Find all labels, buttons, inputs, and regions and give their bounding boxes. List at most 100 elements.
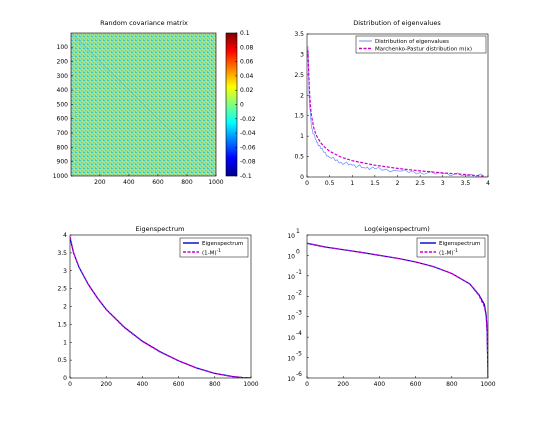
p3-y-tick-label: 0 (63, 375, 67, 382)
p2-y-tick-label: 1.5 (294, 113, 304, 120)
p2-x-tick-label: 0.5 (325, 180, 335, 187)
p4-y-tick-label: 10 (287, 233, 295, 240)
p3-y-tick-label: 2 (63, 304, 67, 311)
heatmap-y-ticks: 100 200 300 400 500 600 700 800 900 1000 (53, 44, 73, 180)
heatmap-x-tick-label: 400 (123, 179, 135, 186)
p4-x-tick-label: 0 (305, 381, 309, 388)
eigenspectrum-panel: Eigenspectrum 0 200 400 600 800 1000 0 0.5 1 1.5… (57, 225, 258, 388)
p3-x-tick-label: 600 (173, 381, 185, 388)
p4-x-tick-label: 800 (446, 381, 458, 388)
p2-y-tick-label: 3.5 (294, 31, 304, 38)
p2-y-tick-label: 2 (300, 92, 304, 99)
p4-x-tick-label: 1000 (480, 381, 495, 388)
log-eigenspectrum-panel: Log(eigenspectrum) 0 200 400 600 800 1000 101… (287, 225, 495, 388)
p4-y-tick-label: 10 (287, 335, 295, 342)
panel-4-legend: Eigenspectrum (1-M)-1 (416, 237, 486, 258)
panel-3-axes (69, 234, 252, 379)
p4-y-tick-exponent: 0 (296, 248, 300, 255)
covariance-heatmap-panel: Random covariance matrix 200 400 600 800 100… (53, 19, 256, 186)
heatmap-y-tick-label: 500 (57, 101, 69, 108)
colorbar-tick-label: -0.02 (240, 116, 256, 123)
colorbar-tick-label: 0.08 (240, 44, 254, 51)
colorbar-tick-label: -0.1 (240, 173, 252, 180)
p2-x-tick-label: 4 (486, 180, 490, 187)
panel-3-series (70, 236, 251, 378)
heatmap-y-tick-label: 700 (57, 130, 69, 137)
legend-label-distribution: Distribution of eigenvalues (375, 39, 449, 45)
p2-y-tick-label: 0.5 (294, 154, 304, 161)
legend-label-marchenko: Marchenko-Pastur distribution m(x) (375, 47, 472, 53)
p2-x-tick-label: 2 (396, 180, 400, 187)
colorbar-tick-label: -0.08 (240, 159, 256, 166)
p4-y-tick-exponent: -3 (296, 310, 302, 317)
panel-4-title: Log(eigenspectrum) (364, 225, 430, 233)
heatmap-y-tick-label: 200 (57, 58, 69, 65)
p3-x-tick-label: 0 (68, 381, 72, 388)
heatmap-x-tick-label: 1000 (208, 179, 223, 186)
heatmap-y-tick-label: 300 (57, 73, 69, 80)
p4-series-1-line (307, 242, 488, 372)
p4-y-tick-label: 10 (287, 315, 295, 322)
p4-y-tick-label: 10 (287, 274, 295, 281)
heatmap-x-tick-label: 200 (94, 179, 106, 186)
p2-x-tick-label: 1.5 (370, 180, 380, 187)
p4-y-tick-exponent: -4 (296, 330, 302, 337)
p4-y-tick-label: 10 (287, 376, 295, 383)
p3-series-1-line (70, 236, 251, 378)
p4-y-tick-exponent: -6 (296, 371, 302, 378)
p4-y-tick-label: 10 (287, 253, 295, 260)
p3-y-tick-label: 4 (63, 232, 67, 239)
p2-y-tick-label: 3 (300, 51, 304, 58)
colorbar-tick-label: -0.04 (240, 130, 256, 137)
legend-label-inverse: (1-M)-1 (202, 248, 221, 257)
p3-y-tick-label: 2.5 (57, 286, 67, 293)
panel-4-series (307, 242, 488, 378)
panel-2-y-ticks: 0 0.5 1 1.5 2 2.5 3 3.5 (294, 31, 309, 181)
p3-x-tick-label: 200 (100, 381, 112, 388)
heatmap-y-tick-label: 400 (57, 87, 69, 94)
p4-x-tick-label: 400 (374, 381, 386, 388)
p2-x-tick-label: 3 (441, 180, 445, 187)
p4-y-tick-label: 10 (287, 356, 295, 363)
p3-y-tick-label: 3 (63, 268, 67, 275)
p3-x-tick-label: 1000 (243, 381, 258, 388)
panel-2-x-ticks: 0 0.5 1 1.5 2 2.5 3 3.5 4 (305, 175, 490, 187)
p2-series-1-line (307, 50, 486, 177)
colorbar-tick-label: -0.06 (240, 144, 256, 151)
panel-3-title: Eigenspectrum (136, 225, 185, 233)
p2-x-tick-label: 3.5 (461, 180, 471, 187)
p4-y-tick-exponent: 1 (296, 228, 300, 235)
heatmap-y-tick-label: 600 (57, 116, 69, 123)
p2-y-tick-label: 2.5 (294, 72, 304, 79)
p3-y-tick-label: 1 (63, 339, 67, 346)
p4-y-tick-exponent: -1 (296, 269, 302, 276)
p3-y-tick-label: 1.5 (57, 321, 67, 328)
legend-label-eigenspectrum-log: Eigenspectrum (439, 241, 480, 247)
panel-1-title: Random covariance matrix (100, 19, 188, 27)
colorbar-tick-label: 0.06 (240, 59, 254, 66)
heatmap-x-ticks: 200 400 600 800 1000 (94, 174, 224, 186)
legend-label-eigenspectrum: Eigenspectrum (202, 241, 243, 247)
p2-x-tick-label: 1 (350, 180, 354, 187)
panel-2-series (307, 46, 486, 177)
panel-2-title: Distribution of eigenvalues (353, 19, 441, 27)
panel-2-legend-box (355, 35, 487, 54)
colorbar-tick-label: 0.1 (240, 30, 250, 37)
heatmap-y-tick-label: 900 (57, 159, 69, 166)
p3-y-tick-label: 3.5 (57, 250, 67, 257)
heatmap-x-tick-label: 800 (181, 179, 193, 186)
p2-x-tick-label: 0 (305, 180, 309, 187)
p4-y-tick-exponent: -2 (296, 289, 302, 296)
p2-y-tick-label: 0 (300, 174, 304, 181)
legend-label-inverse-log: (1-M)-1 (439, 248, 458, 257)
panel-3-x-ticks: 0 200 400 600 800 1000 (68, 376, 259, 388)
p4-y-tick-label: 10 (287, 294, 295, 301)
panel-3-y-ticks: 0 0.5 1 1.5 2 2.5 3 3.5 4 (57, 232, 72, 382)
colorbar-ticks: 0.1 0.08 0.06 0.04 0.02 0 -0.02 -0.04 -0.06 -0.08… (235, 30, 256, 180)
p3-x-tick-label: 400 (137, 381, 149, 388)
p4-x-tick-label: 600 (410, 381, 422, 388)
p2-y-tick-label: 1 (300, 133, 304, 140)
heatmap-x-tick-label: 600 (152, 179, 164, 186)
